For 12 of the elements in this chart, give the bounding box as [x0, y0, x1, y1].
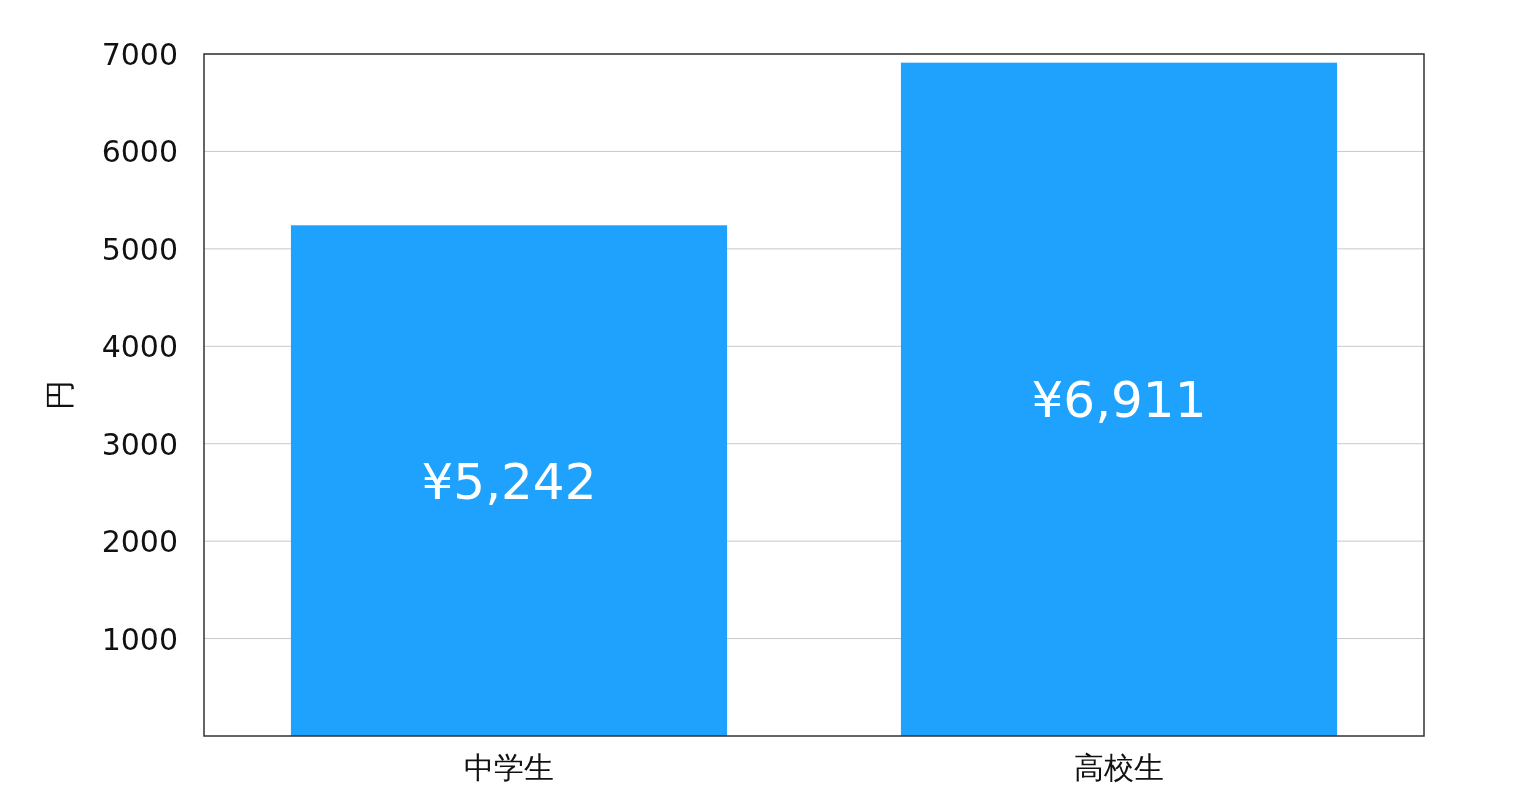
x-tick-label: 中学生 — [464, 750, 554, 785]
x-tick-label: 高校生 — [1074, 750, 1164, 785]
y-tick-label: 3000 — [101, 426, 178, 462]
y-tick-label: 7000 — [101, 37, 178, 72]
data-label: ¥6,911 — [1031, 371, 1207, 430]
y-tick-label: 6000 — [101, 134, 178, 170]
y-tick-label: 4000 — [101, 329, 178, 365]
y-tick-label: 1000 — [101, 621, 178, 657]
y-tick-label: 2000 — [101, 524, 178, 560]
data-label: ¥5,242 — [421, 452, 597, 511]
y-axis-title: 円 — [42, 380, 77, 410]
y-tick-label: 5000 — [101, 231, 178, 267]
